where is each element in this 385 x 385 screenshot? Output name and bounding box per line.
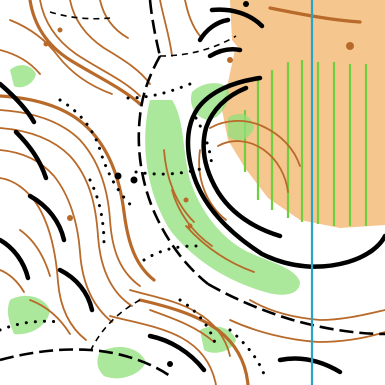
contour-line: [249, 299, 385, 321]
footpaths: [0, 82, 268, 382]
cliff: [147, 333, 207, 373]
contour-line: [163, 149, 195, 223]
boulder: [130, 176, 138, 184]
cliff: [13, 129, 49, 181]
vehicle-track: [148, 0, 162, 57]
knoll: [346, 42, 354, 50]
vehicle-track: [137, 55, 209, 286]
contour-line: [19, 229, 51, 277]
cliff: [27, 193, 67, 243]
open-land-top: [222, 45, 385, 228]
contour-line: [99, 0, 129, 39]
contour-line: [217, 140, 289, 193]
knolls: [43, 27, 354, 229]
footpath: [134, 166, 206, 176]
small-path: [49, 11, 111, 20]
knoll: [57, 27, 63, 33]
cliff: [57, 267, 95, 313]
green-patch-west: [10, 65, 36, 88]
contour-line: [198, 149, 227, 221]
boulder: [167, 361, 173, 367]
contour-line: [185, 225, 255, 273]
boulders: [114, 1, 249, 367]
contour-line: [0, 127, 133, 307]
open-land-top-right: [230, 0, 385, 62]
contour-line: [29, 299, 71, 335]
boulder: [114, 172, 122, 180]
contour-line: [138, 298, 250, 385]
cliffs: [0, 7, 385, 375]
footpath: [178, 298, 218, 348]
footpath: [0, 319, 62, 332]
green-band-left-slope: [145, 100, 300, 295]
vegetation-stripes: [243, 60, 368, 226]
contour-line: [0, 269, 25, 293]
contour-line: [184, 0, 201, 37]
vehicle-track: [207, 282, 385, 336]
small-path: [89, 299, 141, 353]
contour-line: [28, 0, 142, 106]
boulder: [243, 1, 249, 7]
contour-line: [0, 149, 113, 323]
contour-line: [268, 6, 362, 24]
cliff: [207, 47, 243, 59]
cliff: [277, 356, 343, 375]
cliff: [0, 81, 37, 125]
contour-line: [69, 0, 151, 85]
contour-line: [109, 315, 217, 385]
contour-line: [209, 120, 301, 167]
cliff: [209, 7, 265, 29]
contour-line: [159, 0, 173, 57]
knoll: [227, 57, 233, 63]
contour-line: [0, 177, 87, 341]
knoll: [187, 223, 193, 229]
contour-line: [171, 189, 213, 247]
contour-line: [9, 19, 113, 95]
contour-line: [0, 109, 141, 287]
index-contours: [0, 0, 362, 385]
cliff: [201, 85, 283, 239]
contour-line: [229, 319, 385, 343]
footpath: [194, 116, 214, 168]
cliff: [197, 17, 231, 43]
knoll: [67, 215, 73, 221]
contour-line: [39, 0, 141, 97]
vehicle-track: [0, 348, 171, 378]
small-paths: [49, 11, 237, 353]
footpath: [58, 98, 138, 212]
green-patch-south: [97, 347, 146, 379]
footpath: [142, 244, 198, 262]
contour-line: [0, 94, 156, 282]
knoll: [183, 197, 189, 203]
cliff: [0, 237, 31, 281]
contour-line: [149, 309, 215, 343]
contour-line: [0, 49, 41, 75]
knoll: [43, 41, 49, 47]
contour-line: [129, 289, 231, 357]
cliff: [185, 75, 385, 269]
